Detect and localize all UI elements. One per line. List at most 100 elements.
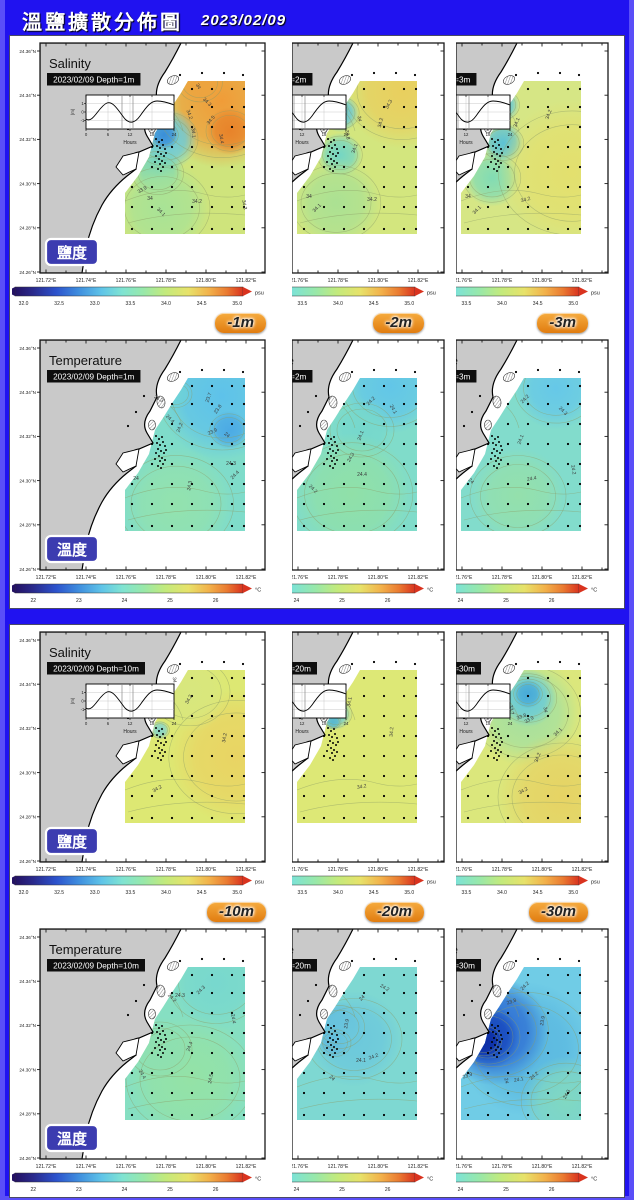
svg-text:23: 23 [76,598,82,604]
svg-text:23.9: 23.9 [462,1072,473,1081]
map-frame [39,339,266,571]
svg-text:34.3: 34.3 [201,97,212,108]
svg-text:34.5: 34.5 [369,301,379,307]
svg-text:2023/02/09 Depth=2m: 2023/02/09 Depth=2m [290,373,307,382]
svg-text:24.4: 24.4 [186,1041,195,1052]
colorbar: 33.5 34.0 34.5 35.0 psu [292,875,436,896]
svg-text:26: 26 [213,1187,219,1193]
colorbar: 24 25 26 °C [456,1172,597,1193]
svg-text:24.30°N: 24.30°N [19,770,36,775]
sandbar-icon [320,419,328,431]
svg-text:121.80°E: 121.80°E [532,575,553,581]
harbor [456,1037,476,1062]
map-temperature-2m: 24.2 24.1 24.4 24.3 24.2 24.1 Temperature 2023/… [290,339,445,604]
svg-text:24: 24 [458,598,464,604]
svg-text:23: 23 [76,1187,82,1193]
svg-text:121.82°E: 121.82°E [572,278,593,284]
svg-text:121.76°E: 121.76°E [454,575,473,581]
sandbar-icon [328,984,338,998]
svg-text:Hours: Hours [459,729,473,735]
svg-text:34: 34 [147,196,153,202]
depth-badge-col: -30m [454,901,616,922]
svg-text:psu: psu [255,291,264,297]
depth-badges-row: -10m -20m -30m [12,898,624,925]
svg-text:26: 26 [549,1187,555,1193]
svg-text:22: 22 [30,1187,36,1193]
svg-text:Hours: Hours [295,729,309,735]
svg-text:2023/02/09 Depth=30m: 2023/02/09 Depth=30m [454,962,475,971]
svg-text:24.32°N: 24.32°N [19,1023,36,1028]
svg-text:121.82°E: 121.82°E [408,575,429,581]
harbor [115,448,140,473]
map-variable-title: Salinity [49,56,91,71]
svg-text:psu: psu [591,880,600,886]
svg-text:24: 24 [503,1078,510,1085]
svg-text:35.0: 35.0 [568,890,578,896]
svg-text:24.2: 24.2 [176,422,185,433]
svg-text:2023/02/09 Depth=1m: 2023/02/09 Depth=1m [53,76,134,85]
svg-text:24.28°N: 24.28°N [19,523,36,528]
svg-text:25: 25 [503,1187,509,1193]
station-dots [126,71,246,231]
svg-text:34.2: 34.2 [389,727,396,737]
svg-text:121.82°E: 121.82°E [572,1164,593,1170]
svg-text:24.1: 24.1 [514,1076,525,1084]
sandbar-icon [167,961,179,971]
map-salinity-30m: 3433.733.833.93434.134.234.2Salinity2023… [454,631,609,896]
svg-text:18: 18 [150,721,155,726]
svg-text:33.9: 33.9 [524,715,536,725]
svg-text:121.74°E: 121.74°E [76,1164,97,1170]
sandbar-icon [167,664,179,674]
svg-text:121.76°E: 121.76°E [454,867,473,873]
svg-text:-1: -1 [81,118,85,123]
svg-text:121.80°E: 121.80°E [368,575,389,581]
sandbar-icon [339,75,351,85]
svg-text:24.4: 24.4 [164,414,175,425]
svg-text:2023/02/09 Depth=10m: 2023/02/09 Depth=10m [53,962,139,971]
svg-text:24: 24 [294,598,300,604]
salinity-maps-row: 34.3 34.5 34.4 34.1 34.2 34 33.9 34 34.1 34.2 34.3… [12,39,624,309]
svg-text:24: 24 [344,721,349,726]
salinity-maps-row: 34.2 34.2 34.2 34 Salinity 2023/02/09 Depth=1… [12,628,624,898]
map-frame [292,42,445,274]
svg-text:°C: °C [427,588,433,594]
date-depth-badge: 2023/02/09 Depth=10m [47,662,145,675]
svg-text:35.0: 35.0 [568,301,578,307]
svg-text:24: 24 [133,476,139,482]
svg-text:18: 18 [486,132,491,137]
svg-text:121.78°E: 121.78°E [328,575,349,581]
svg-text:24.2: 24.2 [366,396,377,407]
svg-text:24.2: 24.2 [307,484,318,495]
svg-text:34.1: 34.1 [351,143,360,154]
depth-badges-row: -1m -2m -3m [12,309,624,336]
sandbar-icon [339,372,351,382]
svg-text:121.82°E: 121.82°E [236,278,257,284]
svg-text:121.82°E: 121.82°E [572,575,593,581]
svg-text:psu: psu [255,880,264,886]
svg-text:33.9: 33.9 [137,185,149,195]
svg-text:24.3: 24.3 [226,461,236,467]
svg-text:22: 22 [30,598,36,604]
svg-text:121.80°E: 121.80°E [532,1164,553,1170]
sandbar-icon [492,984,502,998]
svg-text:24: 24 [294,1187,300,1193]
harbor [456,448,476,473]
svg-text:121.80°E: 121.80°E [196,1164,217,1170]
svg-text:121.72°E: 121.72°E [36,1164,57,1170]
page-date: 2023/02/09 [201,11,287,29]
svg-text:24.3: 24.3 [346,452,356,464]
svg-text:121.76°E: 121.76°E [116,575,137,581]
svg-text:2023/02/09 Depth=10m: 2023/02/09 Depth=10m [53,665,139,674]
map-temperature-3m: 24.2 24.3 24.1 24.4 24 24.2 Temperature 2023/02… [454,339,609,604]
station-dots [298,71,418,231]
svg-text:34.2: 34.2 [377,117,385,128]
station-dots [126,957,246,1117]
svg-text:-1: -1 [81,707,85,712]
svg-text:34: 34 [356,116,363,123]
svg-text:溫度: 溫度 [57,1130,88,1148]
svg-text:33.5: 33.5 [462,301,472,307]
svg-text:23.8: 23.8 [506,998,517,1007]
svg-text:121.76°E: 121.76°E [454,278,473,284]
